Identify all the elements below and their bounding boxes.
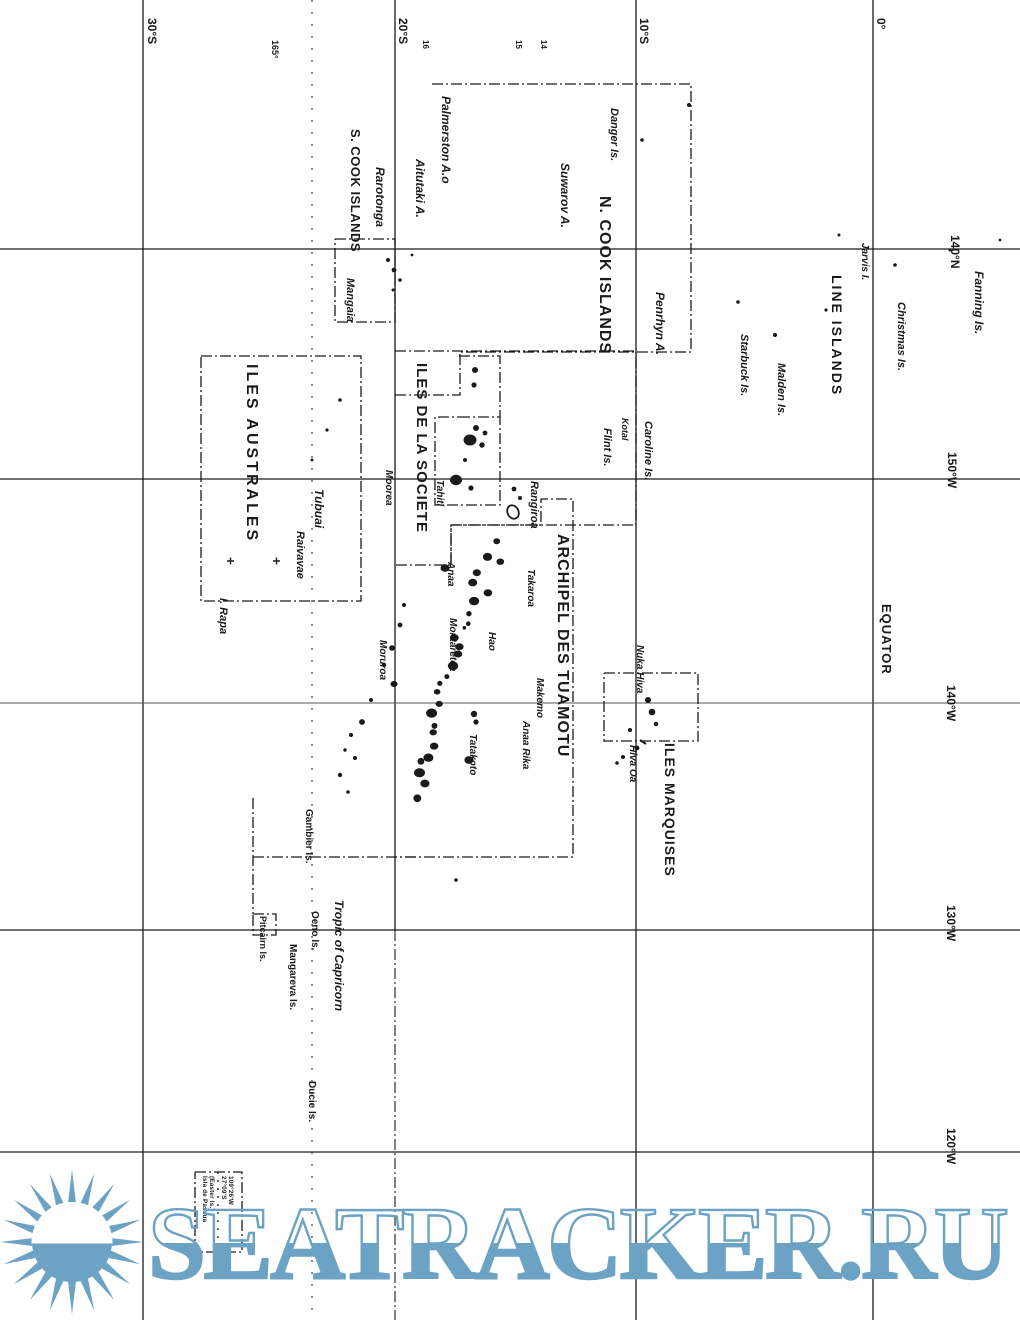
svg-text:Malden Is.: Malden Is. [775,363,787,416]
svg-text:20°S: 20°S [396,18,410,44]
svg-text:Caroline Is.: Caroline Is. [642,421,654,480]
svg-text:EQUATOR: EQUATOR [879,604,894,675]
svg-text:N. COOK ISLANDS: N. COOK ISLANDS [596,196,613,354]
svg-text:Tatakoto: Tatakoto [467,734,478,775]
svg-text:Pitcairn Is.: Pitcairn Is. [258,916,268,962]
svg-text:Raivavae: Raivavae [294,531,306,579]
svg-text:Nuka Hiva: Nuka Hiva [634,645,645,694]
svg-text:ILES DE LA SOCIETE: ILES DE LA SOCIETE [413,363,430,533]
svg-text:Mangareva Is.: Mangareva Is. [287,944,298,1010]
svg-text:Aitutaki A.: Aitutaki A. [413,158,427,218]
svg-text:0°: 0° [874,18,888,30]
svg-text:Gambier Is.: Gambier Is. [303,809,314,864]
svg-text:Fanning Is.: Fanning Is. [972,271,986,334]
svg-text:S. COOK ISLANDS: S. COOK ISLANDS [348,129,363,252]
svg-text:Kotal: Kotal [620,418,630,441]
svg-text:Rangiroa: Rangiroa [528,481,540,529]
svg-text:Oeno Is.: Oeno Is. [309,911,320,951]
svg-text:140°N: 140°N [948,235,962,269]
svg-text:Mangaia: Mangaia [344,278,356,322]
svg-text:15: 15 [514,40,523,49]
svg-text:ARCHIPEL DES TUAMOTU: ARCHIPEL DES TUAMOTU [554,534,571,757]
svg-text:Anaa Rika: Anaa Rika [520,720,531,770]
svg-text:Palmerston A.o: Palmerston A.o [439,96,453,184]
svg-text:30°S: 30°S [145,18,159,44]
svg-text:16: 16 [421,40,430,49]
svg-text:Hao: Hao [486,632,497,651]
svg-text:Christmas Is.: Christmas Is. [895,302,907,371]
svg-text:14: 14 [539,40,548,49]
svg-text:Rarotonga: Rarotonga [373,167,387,227]
svg-text:Moorea: Moorea [383,470,394,506]
svg-text:Hiva Oa: Hiva Oa [627,745,638,783]
svg-text:ILES MARQUISES: ILES MARQUISES [662,743,678,877]
svg-text:LINE ISLANDS: LINE ISLANDS [829,275,845,396]
svg-text:Flint Is.: Flint Is. [601,428,613,467]
svg-text:10°S: 10°S [637,18,651,44]
svg-text:Penrhyn A.: Penrhyn A. [653,292,667,355]
svg-text:Ducie Is.: Ducie Is. [306,1081,317,1122]
svg-text:Suwarov A.: Suwarov A. [558,163,572,228]
svg-text:ILES AUSTRALES: ILES AUSTRALES [243,364,260,543]
svg-text:I. Rapa: I. Rapa [217,598,229,634]
svg-text:Starbuck Is.: Starbuck Is. [738,334,750,396]
svg-text:130°W: 130°W [944,905,958,942]
svg-text:150°W: 150°W [945,452,959,489]
svg-text:120°W: 120°W [944,1128,958,1165]
svg-text:Tahiti: Tahiti [434,480,445,507]
svg-text:Jarvis I.: Jarvis I. [859,243,870,280]
svg-text:Tubuai: Tubuai [312,489,326,529]
svg-text:Makemo: Makemo [534,678,545,718]
svg-text:Moruroa: Moruroa [377,640,388,680]
svg-text:Takaroa: Takaroa [525,569,536,607]
svg-text:165°: 165° [270,40,280,59]
svg-text:140°W: 140°W [944,685,958,722]
svg-text:Tropic of Capricorn: Tropic of Capricorn [332,900,346,1011]
svg-text:Danger Is.: Danger Is. [608,108,620,161]
